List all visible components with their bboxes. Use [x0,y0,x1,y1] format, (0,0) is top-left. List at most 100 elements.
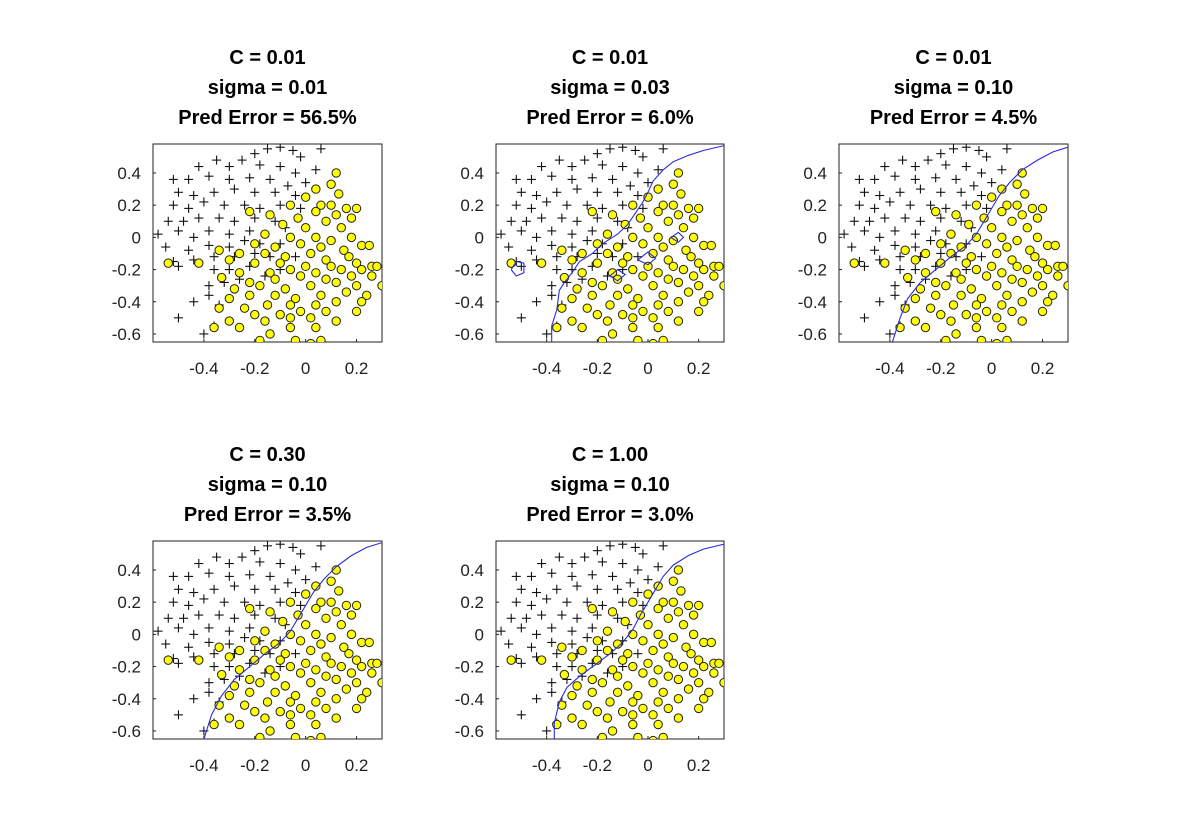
circle-point [265,268,275,278]
panel-title-line: C = 0.01 [572,47,648,69]
plus-point [547,678,557,688]
panel-title-line: Pred Error = 56.5% [178,107,357,129]
circle-point [683,600,694,611]
y-tick-label: 0.4 [460,561,484,580]
circle-point [295,636,306,646]
plus-point [250,248,260,258]
circle-point [362,290,372,301]
circle-point [285,264,296,275]
plus-point [592,149,602,159]
x-tick-label: -0.4 [189,359,218,378]
decision-boundary [553,543,724,739]
plus-point [597,160,607,170]
plus-point [976,191,986,201]
circle-point [351,203,362,214]
y-tick-label: 0.4 [460,164,484,183]
circle-point [377,280,382,291]
plus-point [255,160,265,170]
plus-point [521,613,531,623]
circle-point [930,206,941,217]
plus-point [204,637,214,647]
plus-point [224,265,234,275]
circle-point [648,645,658,656]
circle-point [643,620,653,630]
circle-point [673,674,684,685]
circle-point [1030,251,1040,262]
plus-point [224,626,234,636]
plus-point [189,191,199,201]
circle-point [331,674,341,685]
circle-point [910,255,921,265]
plus-point [554,552,564,562]
x-tick-label: 0 [301,359,310,378]
circle-point [194,258,204,268]
circle-point [997,206,1007,217]
circle-point [346,232,357,243]
plus-point [936,248,946,258]
circle-point [658,639,668,649]
circle-point [668,632,679,643]
circle-point [638,271,648,281]
circle-point [321,671,331,681]
circle-point [239,303,250,313]
circle-point [648,735,658,739]
plus-point [506,216,516,226]
y-tick-label: 0 [475,228,484,247]
circle-point [597,677,608,688]
plus-point [859,226,869,236]
y-tick-label: -0.2 [455,261,484,280]
circle-point [971,200,982,210]
circle-point [234,719,245,730]
plus-point [567,162,577,172]
circle-point [331,168,341,178]
decision-boundary [609,268,627,282]
circle-point [981,239,992,249]
circle-point [311,665,321,675]
circle-point [925,303,936,313]
circle-point [1037,306,1048,317]
plus-point [592,546,602,556]
circle-point [336,620,346,630]
circle-point [367,271,377,281]
circle-point [567,293,577,304]
plus-point [580,155,590,165]
plus-point [910,229,920,239]
circle-point [572,681,582,691]
circle-point [678,223,689,233]
circle-point [260,626,270,636]
circle-point [602,316,613,326]
plus-point [625,578,635,588]
plus-point [504,639,514,649]
plus-point [961,162,971,172]
circle-point [638,306,648,317]
circle-point [936,239,946,249]
plus-point [961,144,971,152]
y-tick-label: 0.4 [803,164,827,183]
circle-point [255,280,265,291]
circle-point [362,687,372,698]
circle-point [351,280,362,291]
circle-point [536,258,547,268]
circle-point [306,313,316,323]
circle-point [699,297,709,307]
circle-point [688,232,699,243]
plus-point [552,584,562,594]
plus-point [658,144,668,154]
plot-frame [152,143,383,343]
circle-point [346,271,357,281]
circle-point [255,335,265,342]
plus-point [163,613,173,623]
y-tick-label: 0.2 [117,593,141,612]
plus-point [511,200,521,210]
plus-point [875,191,885,201]
plus-point [521,216,531,226]
plus-point [224,639,234,649]
circle-point [306,710,316,720]
circle-point [326,261,336,272]
circle-point [275,706,285,717]
panel-title-line: sigma = 0.03 [550,77,670,99]
plus-point [941,160,951,170]
plus-point [184,642,194,652]
circle-point [364,637,374,648]
